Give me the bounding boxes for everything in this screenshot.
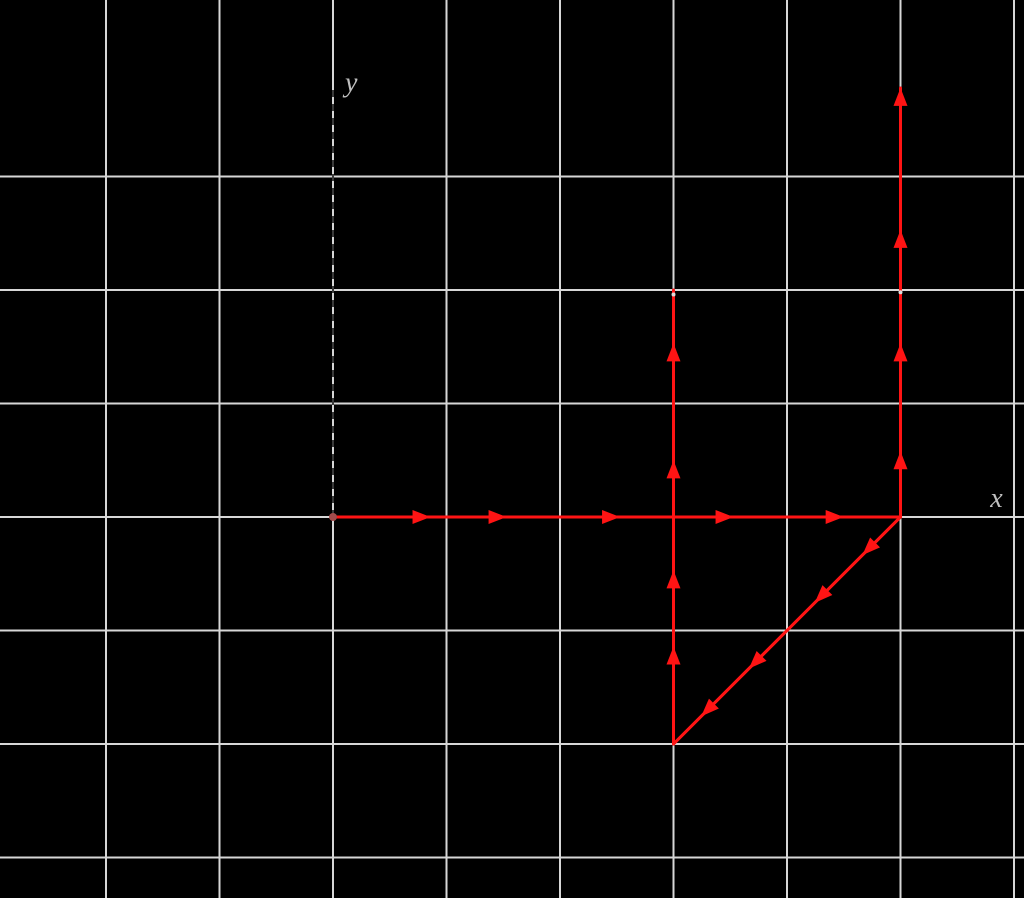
- vector-field-diagram: xy: [0, 0, 1024, 898]
- origin-marker: [329, 513, 337, 521]
- plot-background: [0, 0, 1024, 898]
- tick-dot: [899, 290, 903, 294]
- axis-label: y: [342, 68, 358, 99]
- tick-dot: [672, 293, 676, 297]
- axis-label: x: [989, 483, 1003, 514]
